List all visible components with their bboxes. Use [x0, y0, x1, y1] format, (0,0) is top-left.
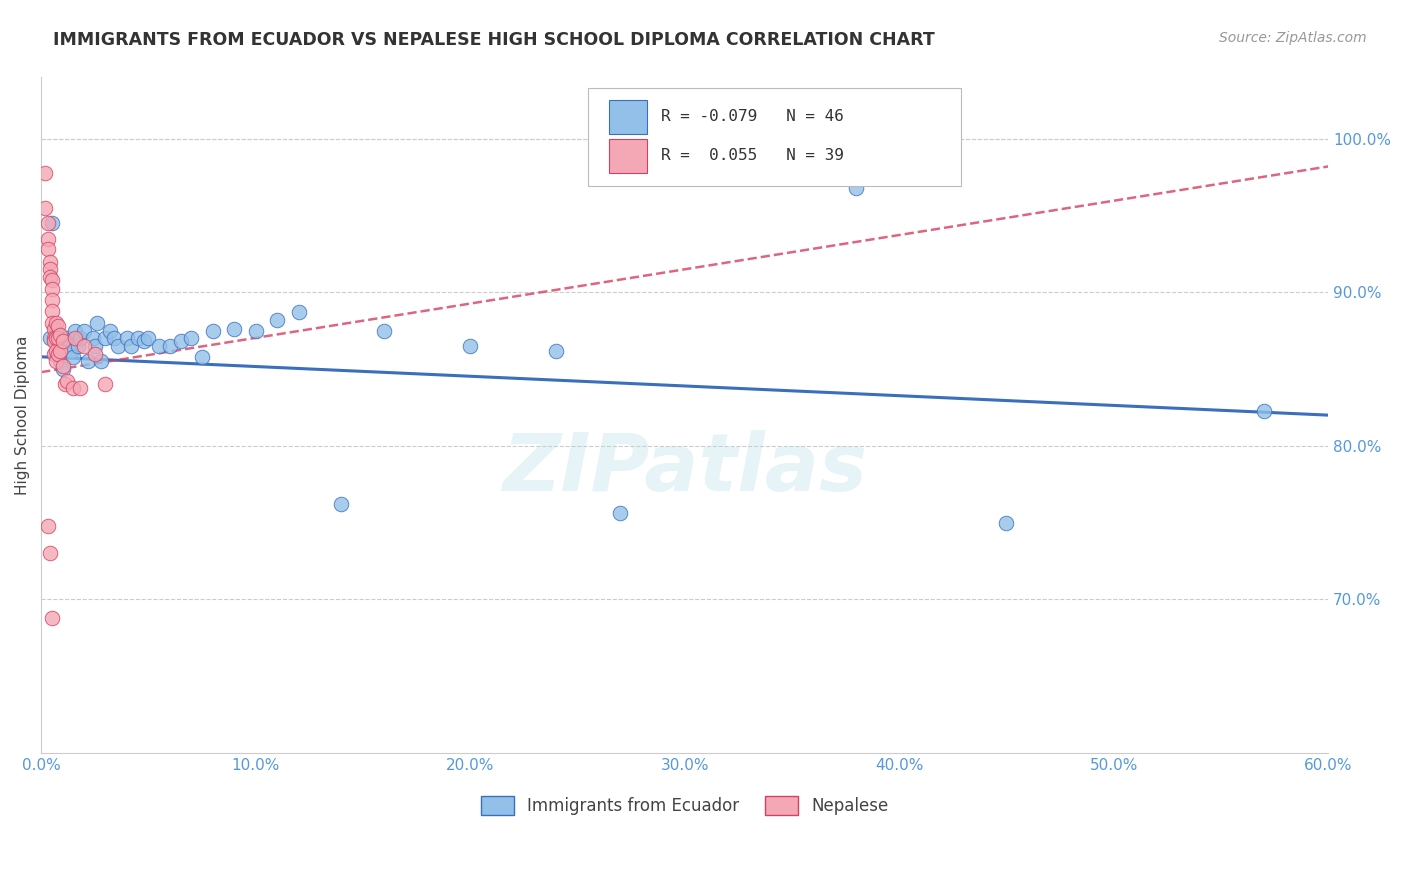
Point [51, 334, 73, 349]
Point [46, 319, 69, 334]
Point [73, 324, 96, 338]
Point [46, 347, 69, 361]
FancyBboxPatch shape [609, 139, 647, 173]
Text: R =  0.055   N = 39: R = 0.055 N = 39 [661, 147, 845, 162]
Point [34, 201, 56, 215]
Point [373, 324, 395, 338]
Point [138, 331, 160, 345]
Point [94, 377, 117, 392]
FancyBboxPatch shape [609, 101, 647, 134]
Point [169, 334, 191, 349]
Point [73, 339, 96, 353]
Point [37, 232, 59, 246]
Point [845, 181, 868, 195]
Point [38, 546, 60, 560]
Point [37, 518, 59, 533]
Point [46, 331, 69, 345]
Point [62, 350, 84, 364]
Point [62, 380, 84, 394]
Point [38, 270, 60, 285]
Text: IMMIGRANTS FROM ECUADOR VS NEPALESE HIGH SCHOOL DIPLOMA CORRELATION CHART: IMMIGRANTS FROM ECUADOR VS NEPALESE HIGH… [53, 31, 935, 49]
Legend: Immigrants from Ecuador, Nepalese: Immigrants from Ecuador, Nepalese [474, 789, 896, 822]
Point [148, 339, 170, 353]
Point [38, 331, 60, 345]
FancyBboxPatch shape [588, 87, 962, 186]
Point [58, 339, 80, 353]
Point [127, 331, 149, 345]
Point [191, 350, 214, 364]
Point [53, 377, 76, 392]
Point [41, 282, 63, 296]
Point [65, 331, 87, 345]
Point [86, 316, 108, 330]
Point [41, 316, 63, 330]
Point [77, 354, 100, 368]
Point [45, 343, 67, 358]
Point [49, 328, 72, 343]
Text: Source: ZipAtlas.com: Source: ZipAtlas.com [1219, 31, 1367, 45]
Point [120, 339, 142, 353]
Point [69, 380, 91, 394]
Point [45, 331, 67, 345]
Point [51, 359, 73, 373]
Point [266, 313, 288, 327]
Point [42, 322, 65, 336]
Point [42, 331, 65, 345]
Point [90, 354, 112, 368]
Point [41, 216, 63, 230]
Point [201, 324, 224, 338]
Point [245, 324, 267, 338]
Point [41, 611, 63, 625]
Point [94, 331, 117, 345]
Point [45, 316, 67, 330]
Point [38, 254, 60, 268]
Point [458, 339, 481, 353]
Point [38, 262, 60, 277]
Y-axis label: High School Diploma: High School Diploma [15, 335, 30, 495]
Point [287, 305, 309, 319]
Point [49, 343, 72, 358]
Point [224, 322, 246, 336]
Point [65, 324, 87, 338]
Point [115, 331, 138, 345]
Text: ZIPatlas: ZIPatlas [502, 430, 868, 508]
Point [37, 243, 59, 257]
Point [132, 334, 155, 349]
Point [107, 339, 129, 353]
Point [42, 334, 65, 349]
Point [60, 343, 83, 358]
Point [609, 507, 631, 521]
Point [83, 347, 105, 361]
Point [66, 339, 89, 353]
Point [544, 343, 567, 358]
Point [159, 339, 181, 353]
Point [37, 216, 59, 230]
Point [82, 331, 104, 345]
Point [41, 293, 63, 307]
Point [103, 331, 125, 345]
Point [49, 354, 72, 368]
Point [56, 375, 79, 389]
Point [41, 273, 63, 287]
Point [41, 303, 63, 318]
Point [42, 347, 65, 361]
Point [995, 516, 1018, 530]
Point [56, 331, 79, 345]
Point [51, 362, 73, 376]
Point [83, 339, 105, 353]
Point [46, 347, 69, 361]
Point [180, 331, 202, 345]
Point [45, 324, 67, 338]
Text: R = -0.079   N = 46: R = -0.079 N = 46 [661, 109, 845, 124]
Point [1253, 403, 1275, 417]
Point [69, 331, 91, 345]
Point [330, 497, 353, 511]
Point [45, 354, 67, 368]
Point [34, 166, 56, 180]
Point [98, 324, 121, 338]
